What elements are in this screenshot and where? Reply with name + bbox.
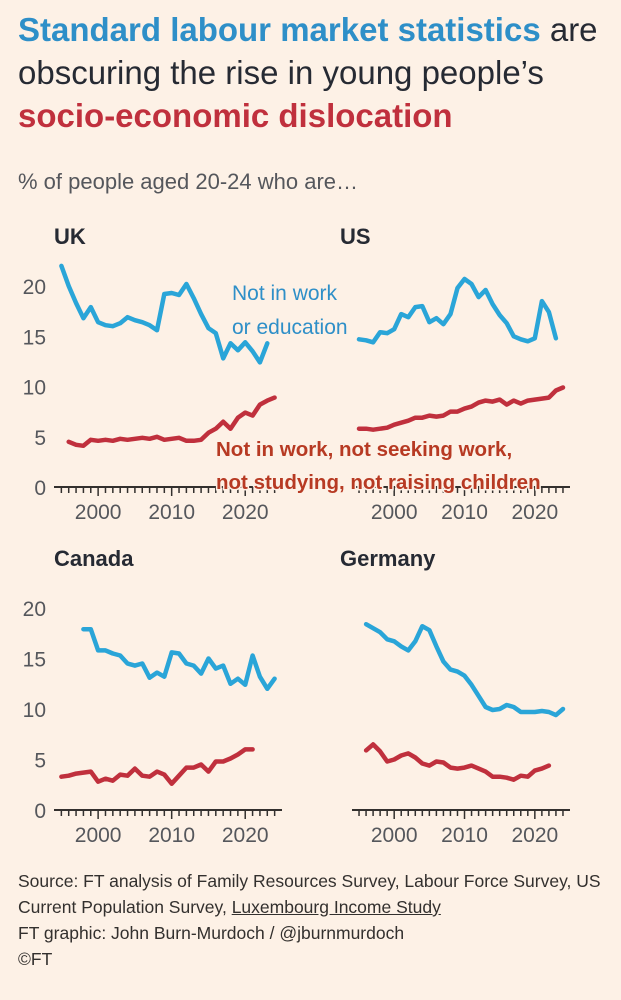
y-tick-label: 20 — [23, 598, 46, 621]
y-tick-label: 10 — [23, 377, 46, 400]
annotation-not-seeking-work: Not in work, not seeking work, — [216, 438, 512, 461]
x-tick-label: 2020 — [511, 501, 558, 524]
x-tick-label: 2020 — [511, 824, 558, 847]
panel-title: Canada — [54, 546, 134, 571]
panel-title: Germany — [340, 546, 436, 571]
series-line-not-in-work-or-education — [59, 263, 270, 365]
y-tick-label: 15 — [23, 649, 46, 672]
series-line-not-in-work-or-education — [81, 626, 277, 692]
annotation-not-in-work-or-education: Not in work — [232, 282, 338, 305]
x-tick-label: 2010 — [441, 824, 488, 847]
source-note: Source: FT analysis of Family Resources … — [18, 868, 608, 972]
y-tick-label: 0 — [34, 800, 46, 823]
series-line-not-in-work-or-education — [356, 276, 559, 345]
annotation-not-seeking-work: not studying, not raising children — [216, 471, 541, 494]
x-tick-label: 2000 — [371, 501, 418, 524]
y-tick-label: 5 — [34, 427, 46, 450]
graphic-credit: FT graphic: John Burn-Murdoch / @jburnmu… — [18, 923, 405, 943]
x-tick-label: 2020 — [222, 824, 269, 847]
title-highlight-blue: Standard labour market statistics — [18, 11, 541, 48]
chart-subtitle: % of people aged 20-24 who are… — [18, 169, 359, 194]
chart-title: Standard labour market statistics are ob… — [18, 8, 618, 137]
source-link-luxembourg[interactable]: Luxembourg Income Study — [231, 897, 441, 917]
panel-title: UK — [54, 224, 86, 249]
title-middle: are obscuring the rise in young people’s — [18, 11, 598, 91]
x-tick-label: 2000 — [75, 501, 122, 524]
y-tick-label: 5 — [34, 750, 46, 773]
y-tick-label: 15 — [23, 326, 46, 349]
source-text: Source: FT analysis of Family Resources … — [18, 871, 601, 917]
y-tick-label: 10 — [23, 699, 46, 722]
x-tick-label: 2000 — [371, 824, 418, 847]
series-line-not-seeking-work — [59, 747, 255, 786]
x-tick-label: 2020 — [222, 501, 269, 524]
y-tick-label: 0 — [34, 477, 46, 500]
title-highlight-red: socio-economic dislocation — [18, 97, 453, 134]
x-tick-label: 2010 — [441, 501, 488, 524]
panel-uk: UK 0 5 10 15 20 2000 2010 2020 — [23, 224, 282, 524]
panel-us: US 2000 2010 2020 — [340, 224, 570, 524]
x-tick-label: 2010 — [148, 824, 195, 847]
panel-title: US — [340, 224, 371, 249]
panel-germany: Germany 2000 2010 2020 — [340, 546, 570, 847]
annotation-not-in-work-or-education: or education — [232, 316, 348, 339]
series-line-not-seeking-work — [66, 395, 277, 449]
copyright: ©FT — [18, 949, 53, 969]
y-tick-label: 20 — [23, 276, 46, 299]
series-line-not-seeking-work — [363, 742, 552, 782]
series-line-not-seeking-work — [356, 385, 566, 432]
x-tick-label: 2000 — [75, 824, 122, 847]
panel-canada: Canada 0 5 10 15 20 2000 2010 2020 — [23, 546, 282, 847]
x-tick-label: 2010 — [148, 501, 195, 524]
series-line-not-in-work-or-education — [363, 621, 566, 718]
